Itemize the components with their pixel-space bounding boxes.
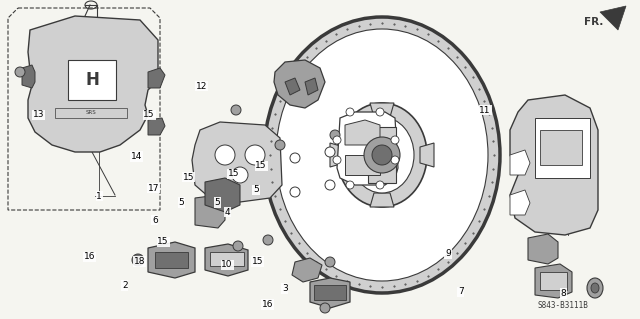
Polygon shape <box>540 272 567 290</box>
Text: 5: 5 <box>253 185 259 194</box>
Polygon shape <box>148 118 165 135</box>
Polygon shape <box>540 130 582 165</box>
Polygon shape <box>22 65 35 88</box>
Polygon shape <box>510 95 598 235</box>
Ellipse shape <box>591 283 599 293</box>
Text: S843-B3111B: S843-B3111B <box>538 301 588 310</box>
Text: 1: 1 <box>97 192 102 201</box>
Text: 3: 3 <box>282 284 287 293</box>
Ellipse shape <box>245 145 265 165</box>
Text: H: H <box>85 71 99 89</box>
Polygon shape <box>205 244 248 276</box>
Ellipse shape <box>391 156 399 164</box>
Polygon shape <box>155 252 188 268</box>
Polygon shape <box>274 60 325 108</box>
Ellipse shape <box>333 136 341 144</box>
Polygon shape <box>370 193 394 207</box>
Text: 18: 18 <box>134 257 145 266</box>
Text: 15: 15 <box>252 257 264 266</box>
Ellipse shape <box>275 140 285 150</box>
Polygon shape <box>337 112 398 185</box>
Ellipse shape <box>263 235 273 245</box>
Ellipse shape <box>325 147 335 157</box>
Text: 15: 15 <box>255 161 267 170</box>
Polygon shape <box>535 264 572 298</box>
Text: 17: 17 <box>148 184 159 193</box>
Polygon shape <box>345 120 380 145</box>
Text: 15: 15 <box>157 237 169 246</box>
Text: 6: 6 <box>152 216 157 225</box>
Text: FR.: FR. <box>584 17 604 27</box>
Text: 14: 14 <box>131 152 142 161</box>
Ellipse shape <box>376 181 384 189</box>
Text: 15: 15 <box>228 169 239 178</box>
Ellipse shape <box>337 103 427 207</box>
Ellipse shape <box>215 145 235 165</box>
Bar <box>368 127 396 183</box>
Text: 10: 10 <box>221 260 233 269</box>
Ellipse shape <box>330 130 340 140</box>
Polygon shape <box>192 122 282 202</box>
Polygon shape <box>210 252 244 266</box>
Text: 12: 12 <box>196 82 207 91</box>
Ellipse shape <box>276 29 488 281</box>
Polygon shape <box>28 16 158 152</box>
Polygon shape <box>528 234 558 264</box>
Bar <box>55 108 127 118</box>
Text: 2: 2 <box>122 281 127 290</box>
Polygon shape <box>292 258 322 282</box>
Ellipse shape <box>15 67 25 77</box>
Polygon shape <box>510 150 530 175</box>
Text: 15: 15 <box>183 173 195 182</box>
Ellipse shape <box>290 187 300 197</box>
Text: SRS: SRS <box>86 110 97 115</box>
Text: 16: 16 <box>84 252 95 261</box>
Polygon shape <box>314 285 346 300</box>
Ellipse shape <box>346 181 354 189</box>
Ellipse shape <box>264 17 500 293</box>
Ellipse shape <box>231 105 241 115</box>
Ellipse shape <box>391 136 399 144</box>
Text: 7: 7 <box>458 287 463 296</box>
Text: 8: 8 <box>561 289 566 298</box>
Ellipse shape <box>132 254 144 266</box>
Polygon shape <box>195 195 225 228</box>
Ellipse shape <box>376 108 384 116</box>
Text: 4: 4 <box>225 208 230 217</box>
Text: 11: 11 <box>479 106 491 115</box>
Polygon shape <box>345 155 380 175</box>
Polygon shape <box>510 190 530 215</box>
Ellipse shape <box>350 117 414 193</box>
Ellipse shape <box>290 153 300 163</box>
Polygon shape <box>535 118 590 178</box>
Ellipse shape <box>325 180 335 190</box>
Text: 16: 16 <box>262 300 273 309</box>
Text: 5: 5 <box>215 198 220 207</box>
Polygon shape <box>148 68 165 88</box>
Ellipse shape <box>333 156 341 164</box>
Polygon shape <box>370 103 394 117</box>
Polygon shape <box>420 143 434 167</box>
Ellipse shape <box>587 278 603 298</box>
Ellipse shape <box>364 137 400 173</box>
Ellipse shape <box>346 108 354 116</box>
Polygon shape <box>205 178 240 212</box>
Polygon shape <box>285 78 300 95</box>
Polygon shape <box>600 6 626 30</box>
Ellipse shape <box>320 303 330 313</box>
Ellipse shape <box>232 167 248 183</box>
Text: 5: 5 <box>179 198 184 207</box>
Text: 13: 13 <box>33 110 44 119</box>
Polygon shape <box>148 242 195 278</box>
Bar <box>68 60 116 100</box>
Text: 9: 9 <box>445 249 451 258</box>
Ellipse shape <box>372 145 392 165</box>
Ellipse shape <box>325 257 335 267</box>
Polygon shape <box>330 143 344 167</box>
Polygon shape <box>310 278 350 308</box>
Polygon shape <box>305 78 318 95</box>
Text: 15: 15 <box>143 110 155 119</box>
Ellipse shape <box>233 241 243 251</box>
